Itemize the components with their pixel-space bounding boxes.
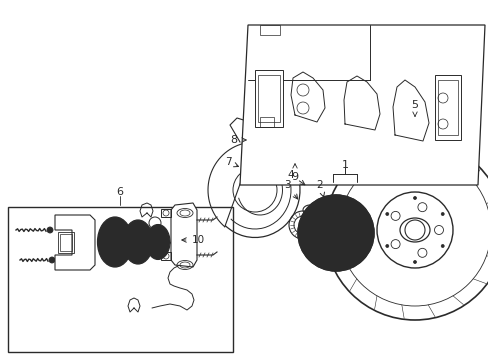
- Ellipse shape: [97, 217, 132, 267]
- Bar: [260, 25, 280, 35]
- Text: 3: 3: [283, 180, 297, 199]
- Polygon shape: [254, 70, 283, 127]
- Bar: [60, 234, 72, 251]
- Circle shape: [360, 247, 363, 249]
- Text: 8: 8: [230, 135, 246, 145]
- Text: 2: 2: [316, 180, 324, 197]
- Circle shape: [50, 258, 53, 261]
- Circle shape: [308, 247, 311, 249]
- Circle shape: [413, 261, 416, 264]
- Polygon shape: [240, 25, 484, 185]
- Bar: [161, 209, 171, 217]
- Circle shape: [334, 261, 337, 265]
- Circle shape: [360, 216, 363, 220]
- Bar: [8, 207, 232, 352]
- Circle shape: [297, 195, 373, 271]
- Text: 1: 1: [341, 160, 348, 170]
- Circle shape: [413, 197, 416, 199]
- Text: 5: 5: [411, 100, 418, 116]
- Polygon shape: [171, 203, 197, 267]
- Circle shape: [334, 202, 337, 204]
- Circle shape: [49, 257, 55, 263]
- Ellipse shape: [123, 220, 153, 264]
- Circle shape: [47, 227, 53, 233]
- Circle shape: [308, 216, 311, 220]
- Circle shape: [385, 212, 388, 216]
- Polygon shape: [434, 75, 460, 140]
- Bar: [161, 252, 171, 260]
- Text: 10: 10: [182, 235, 204, 245]
- Polygon shape: [55, 215, 95, 270]
- Circle shape: [440, 212, 443, 216]
- Bar: [58, 232, 74, 253]
- Text: 9: 9: [291, 172, 298, 182]
- Text: 7: 7: [224, 157, 238, 167]
- Bar: [260, 117, 273, 127]
- Text: 6: 6: [116, 187, 123, 197]
- Circle shape: [385, 244, 388, 248]
- Text: 4: 4: [287, 170, 304, 185]
- Circle shape: [440, 244, 443, 248]
- Ellipse shape: [146, 225, 170, 260]
